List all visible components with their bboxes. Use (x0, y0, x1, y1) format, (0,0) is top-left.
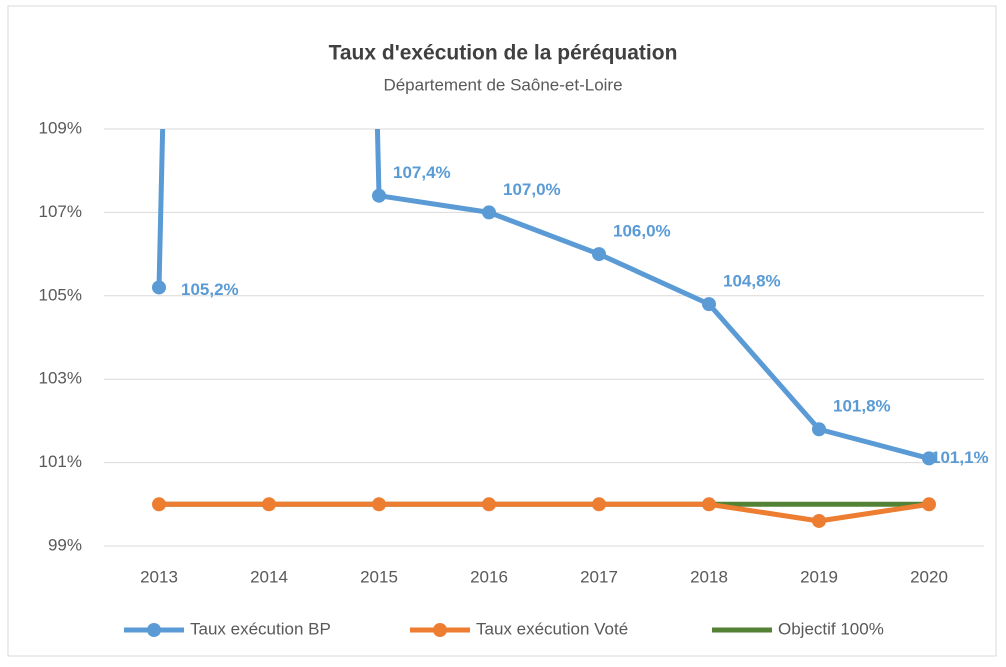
x-tick-label: 2014 (250, 567, 288, 586)
legend-label: Taux exécution Voté (476, 619, 628, 638)
x-tick-label: 2013 (140, 567, 178, 586)
x-tick-label: 2018 (690, 567, 728, 586)
y-tick-label: 109% (39, 118, 82, 137)
data-point (702, 297, 716, 312)
chart-title: Taux d'exécution de la péréquation (329, 42, 678, 65)
chart-subtitle: Département de Saône-et-Loire (383, 75, 622, 94)
series-line (159, 501, 930, 524)
data-label: 101,1% (931, 448, 989, 467)
x-tick-label: 2020 (910, 567, 948, 586)
legend-label: Objectif 100% (778, 619, 884, 638)
data-point (482, 205, 496, 220)
data-point (812, 422, 826, 437)
y-tick-label: 107% (39, 202, 82, 221)
data-point (372, 188, 386, 203)
plot-area (152, 129, 936, 528)
data-point (482, 497, 496, 512)
data-label: 101,8% (833, 397, 891, 416)
legend-marker (147, 623, 161, 637)
legend-marker (433, 623, 447, 637)
x-tick-label: 2015 (360, 567, 398, 586)
data-label: 106,0% (613, 222, 671, 241)
data-point (922, 451, 936, 466)
data-point (372, 497, 386, 512)
legend-label: Taux exécution BP (190, 619, 331, 638)
data-point (702, 497, 716, 512)
data-point (812, 513, 826, 528)
x-tick-label: 2017 (580, 567, 618, 586)
data-label: 105,2% (181, 280, 239, 299)
y-tick-label: 101% (39, 452, 82, 471)
y-tick-label: 105% (39, 285, 82, 304)
y-tick-label: 103% (39, 369, 82, 388)
data-point (152, 497, 166, 512)
x-tick-label: 2016 (470, 567, 508, 586)
data-point (152, 280, 166, 295)
data-point (592, 247, 606, 262)
data-label: 104,8% (723, 272, 781, 291)
x-tick-label: 2019 (800, 567, 838, 586)
data-point (262, 497, 276, 512)
y-tick-label: 99% (48, 535, 82, 554)
data-label: 107,0% (503, 180, 561, 199)
chart-border (7, 5, 997, 657)
data-point (922, 497, 936, 512)
data-label: 107,4% (393, 163, 451, 182)
series-line (156, 129, 930, 461)
data-point (592, 497, 606, 512)
